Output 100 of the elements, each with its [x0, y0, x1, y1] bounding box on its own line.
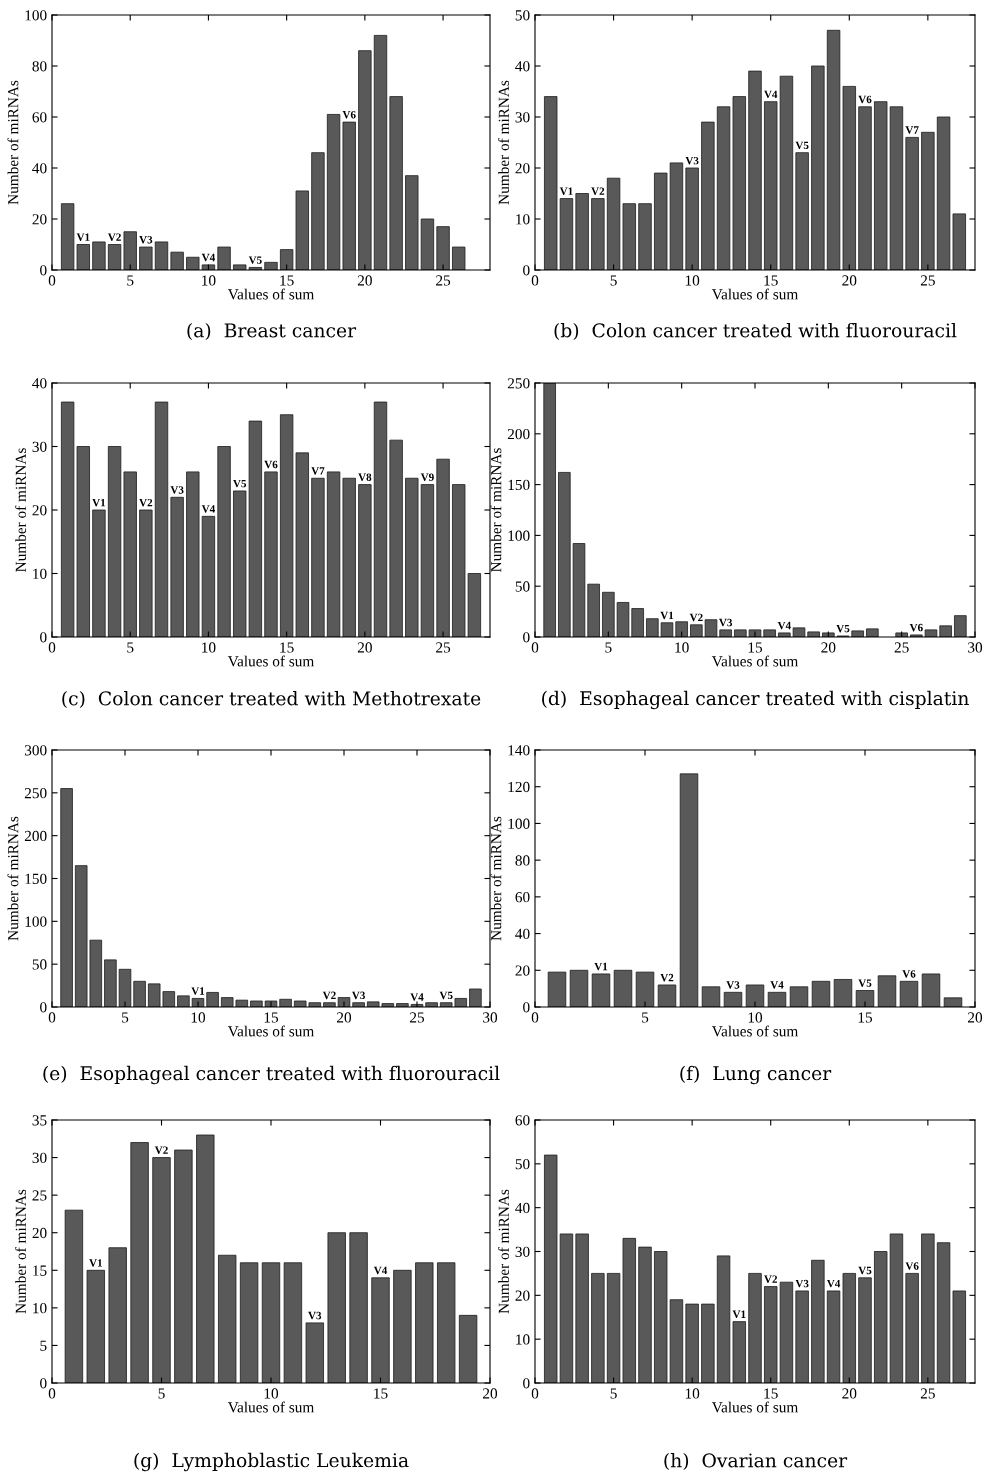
text: (e) Esophageal cancer treated with fluorouracil [43, 1065, 500, 1085]
x-tick-label: 15 [764, 275, 778, 286]
y-tick-label: 40 [515, 928, 530, 940]
y-tick-label: 0 [523, 265, 530, 276]
x-axis-title: Values of sum [227, 1401, 315, 1413]
x-tick-label: 15 [748, 642, 763, 653]
y-tick-label: 60 [515, 892, 530, 903]
annotation: V2 [154, 1146, 168, 1154]
x-tick-label: 20 [968, 1012, 983, 1023]
x-tick-label: 20 [337, 1012, 352, 1023]
y-axis-title: Number of miRNAs [7, 80, 19, 205]
y-axis-title: Number of miRNAs [7, 816, 19, 941]
y-axis-title: Number of miRNAs [15, 448, 26, 572]
annotation: V3 [719, 618, 733, 627]
y-axis-title: Number of miRNAs [490, 448, 502, 572]
annotation: V8 [358, 473, 372, 482]
x-axis-title: Values of sum [711, 288, 799, 300]
y-axis-title: Number of miRNAs [15, 1189, 26, 1314]
x-axis-title: Values of sum [711, 1025, 799, 1037]
y-tick-label: 10 [33, 568, 47, 579]
text: (b) Colon cancer treated with fluorouracil [554, 322, 957, 341]
annotation: V2 [689, 613, 703, 622]
annotation: V5 [439, 991, 453, 1000]
y-tick-label: 0 [40, 265, 47, 276]
annotation: V4 [777, 621, 791, 630]
x-tick-label: 15 [374, 1388, 388, 1399]
x-tick-label: 5 [127, 275, 134, 286]
x-tick-label: 5 [127, 642, 134, 653]
x-axis-title: Values of sum [711, 1401, 799, 1413]
x-axis-title: Values of sum [227, 288, 315, 300]
annotation: V5 [795, 141, 809, 150]
annotation: V6 [905, 1262, 919, 1270]
y-tick-label: 30 [515, 1246, 530, 1257]
y-tick-label: 35 [32, 1115, 47, 1126]
y-tick-label: 30 [32, 1152, 47, 1164]
y-tick-label: 250 [24, 787, 47, 799]
y-tick-label: 20 [515, 965, 530, 976]
x-tick-label: 30 [968, 642, 983, 653]
y-tick-label: 10 [33, 1303, 47, 1314]
x-tick-label: 10 [202, 642, 216, 653]
x-tick-label: 5 [122, 1012, 129, 1023]
x-tick-label: 10 [685, 1388, 700, 1399]
y-tick-label: 20 [515, 163, 530, 174]
annotation: V2 [591, 187, 605, 196]
annotation: V4 [770, 981, 784, 989]
y-tick-label: 120 [508, 781, 530, 793]
text: (a) Breast cancer [187, 322, 357, 341]
x-tick-label: 25 [920, 1388, 935, 1399]
annotation: V4 [373, 1266, 388, 1275]
y-tick-label: 140 [508, 745, 530, 756]
y-tick-label: 50 [32, 959, 47, 970]
x-tick-label: 20 [842, 275, 857, 286]
x-axis-title: Values of sum [711, 655, 799, 667]
annotation: V3 [308, 1311, 322, 1320]
y-tick-label: 80 [515, 855, 530, 866]
x-tick-label: 30 [483, 1012, 498, 1023]
y-tick-label: 25 [32, 1190, 47, 1201]
x-tick-label: 0 [48, 1388, 56, 1399]
annotation: V6 [858, 95, 872, 104]
annotation: V3 [726, 981, 740, 989]
x-tick-label: 20 [357, 642, 372, 653]
y-tick-label: 40 [32, 163, 47, 174]
annotation: V1 [92, 498, 106, 507]
y-tick-label: 15 [33, 1265, 47, 1276]
x-tick-label: 10 [675, 642, 689, 653]
y-tick-label: 20 [32, 1227, 47, 1239]
text: (d) Esophageal cancer treated with cisplatin [542, 690, 969, 710]
x-tick-label: 10 [685, 275, 700, 286]
y-tick-label: 250 [507, 378, 530, 389]
y-tick-label: 40 [515, 61, 530, 72]
x-tick-label: 0 [531, 1388, 539, 1399]
x-tick-label: 5 [610, 275, 617, 286]
y-tick-label: 80 [32, 61, 47, 72]
annotation: V3 [139, 235, 153, 244]
annotation: V6 [902, 970, 916, 978]
y-tick-label: 40 [515, 1202, 530, 1214]
annotation: V1 [191, 987, 205, 995]
annotation: V4 [201, 253, 216, 262]
y-tick-label: 30 [32, 441, 47, 452]
y-tick-label: 10 [516, 214, 530, 225]
x-tick-label: 15 [280, 275, 294, 286]
x-tick-label: 20 [821, 642, 836, 653]
annotation: V1 [559, 187, 573, 196]
y-tick-label: 100 [25, 10, 47, 21]
annotation: V6 [264, 460, 278, 469]
x-tick-label: 10 [202, 275, 216, 286]
y-tick-label: 0 [523, 1002, 530, 1013]
annotation: V2 [764, 1275, 778, 1283]
x-tick-label: 25 [894, 642, 909, 653]
x-tick-label: 25 [436, 275, 451, 286]
x-tick-label: 25 [436, 642, 451, 653]
text: (c) Colon cancer treated with Methotrexate [62, 690, 481, 709]
annotation: V6 [909, 623, 923, 632]
y-axis-title: Number of miRNAs [490, 816, 502, 941]
annotation: V3 [351, 991, 366, 1000]
annotation: V1 [732, 1310, 746, 1319]
y-tick-label: 200 [507, 428, 530, 440]
annotation: V2 [322, 991, 336, 1000]
y-tick-label: 5 [40, 1340, 47, 1351]
annotation: V1 [89, 1259, 103, 1267]
